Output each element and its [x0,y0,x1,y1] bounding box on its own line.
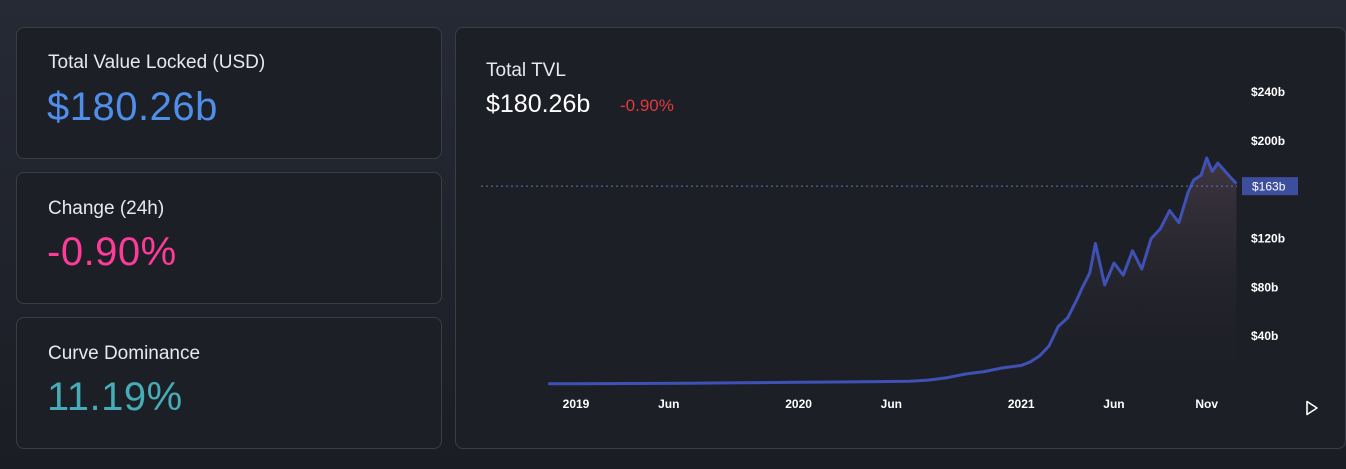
x-tick-label: 2019 [563,397,590,411]
change-card: Change (24h) -0.90% [16,172,442,304]
tvl-value: $180.26b [47,85,218,129]
crosshair-label-box [1242,177,1298,196]
y-tick-label: $120b [1251,232,1285,246]
x-tick-label: Nov [1195,397,1218,411]
dominance-value: 11.19% [47,375,183,419]
crosshair-layer: $163b [481,177,1298,196]
dominance-card: Curve Dominance 11.19% [16,317,442,449]
tvl-card: Total Value Locked (USD) $180.26b [16,27,442,159]
change-value: -0.90% [47,230,177,274]
change-label: Change (24h) [48,198,165,219]
tvl-label: Total Value Locked (USD) [48,52,266,73]
crosshair-label: $163b [1252,180,1286,194]
tvl-line [548,156,1238,386]
y-tick-label: $40b [1251,329,1278,343]
chart-value: $180.26b [486,90,591,118]
y-tick-label: $240b [1251,85,1285,99]
x-tick-label: Jun [881,397,902,411]
x-tick-label: 2021 [1008,397,1035,411]
y-tick-label: $200b [1251,134,1285,148]
play-icon[interactable] [1304,400,1320,416]
dominance-label: Curve Dominance [48,343,201,364]
y-tick-label: $80b [1251,280,1278,294]
tvl-chart-card: Total TVL $180.26b -0.90% $163b $40b $80b… [455,27,1346,449]
chart-change: -0.90% [620,96,674,115]
x-tick-label: Jun [1103,397,1124,411]
tvl-area-fill [548,158,1237,385]
x-axis: 2019 Jun 2020 Jun 2021 Jun Nov [563,397,1219,411]
chart-area-layer [548,156,1238,386]
tvl-area-chart[interactable]: $163b $40b $80b $120b $200b $240b 2019 Jun 202… [456,28,1345,448]
x-tick-label: Jun [658,397,679,411]
y-axis: $40b $80b $120b $200b $240b [1251,85,1285,343]
chart-title: Total TVL [486,60,566,81]
x-tick-label: 2020 [785,397,812,411]
